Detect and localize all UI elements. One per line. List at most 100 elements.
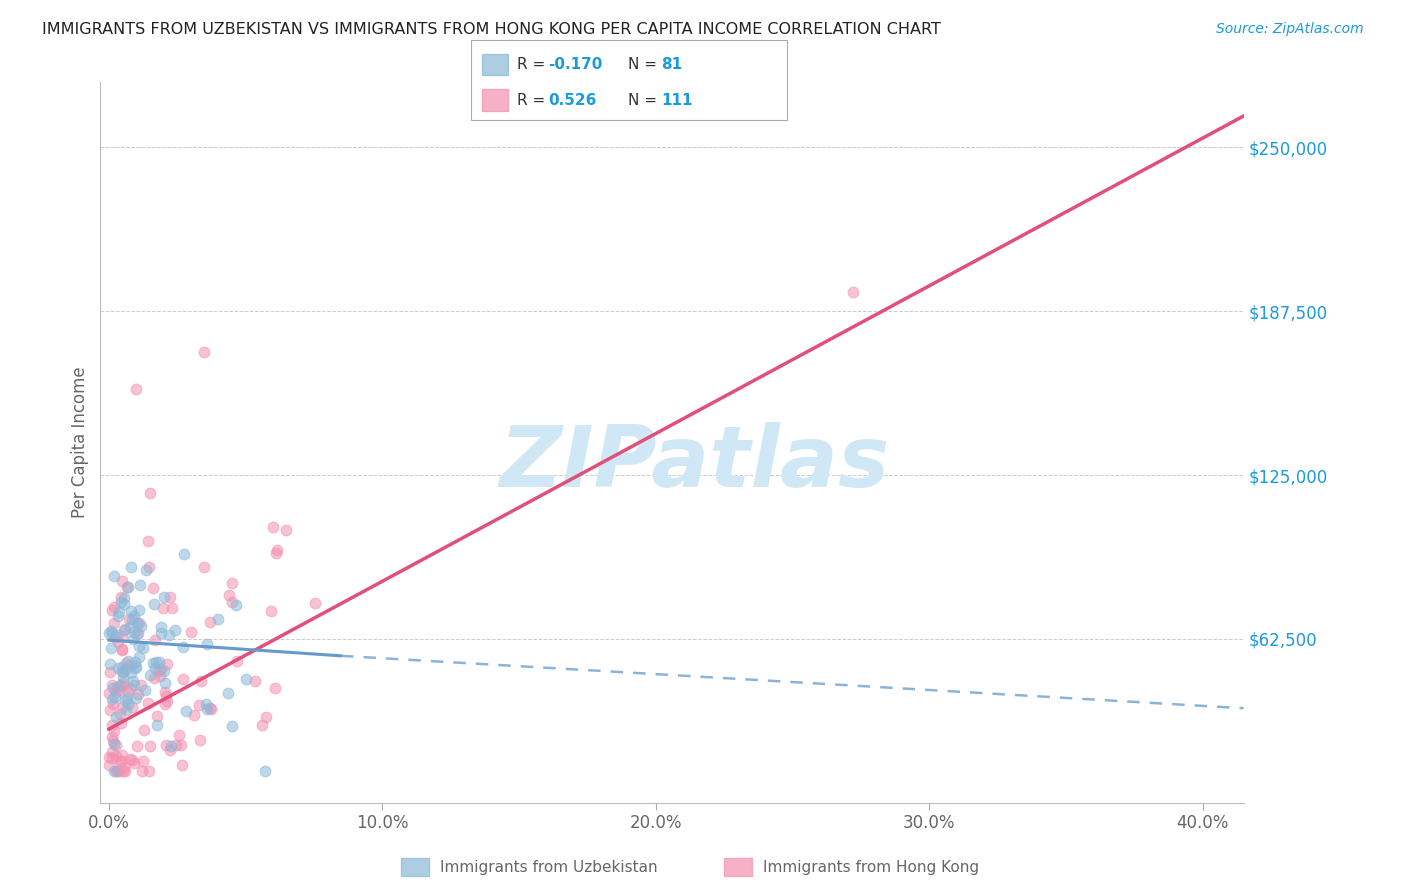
Point <box>128 640 150 654</box>
Point <box>159 590 181 604</box>
Point <box>101 718 124 732</box>
Point <box>105 748 128 763</box>
Point <box>121 700 143 714</box>
Point <box>98 665 121 679</box>
Point <box>97 757 120 772</box>
Point <box>101 751 124 765</box>
Point <box>194 697 217 711</box>
Point <box>118 611 141 625</box>
Point <box>107 661 129 675</box>
Text: -0.170: -0.170 <box>548 57 603 72</box>
Point <box>127 687 149 701</box>
Point <box>105 764 128 779</box>
Point <box>195 702 218 716</box>
Point <box>122 756 145 771</box>
Point <box>103 568 125 582</box>
Point <box>124 625 146 640</box>
Point <box>129 619 152 633</box>
Point <box>122 678 145 692</box>
Point <box>131 764 153 779</box>
Point <box>135 563 157 577</box>
Point <box>165 738 187 752</box>
Point <box>274 523 297 537</box>
Point <box>127 626 149 640</box>
Point <box>112 623 135 637</box>
Point <box>172 757 194 772</box>
Text: 111: 111 <box>661 93 692 108</box>
Point <box>110 591 132 605</box>
Point <box>207 612 229 626</box>
Point <box>188 733 211 747</box>
Point <box>174 704 197 718</box>
Text: 0.526: 0.526 <box>548 93 596 108</box>
Point <box>108 678 131 692</box>
Point <box>108 706 131 721</box>
Point <box>193 344 215 359</box>
Point <box>260 604 283 618</box>
Point <box>105 680 128 694</box>
Point <box>111 642 134 657</box>
Point <box>100 624 122 638</box>
Point <box>150 662 173 676</box>
Point <box>110 716 132 731</box>
Point <box>172 640 194 654</box>
Point <box>134 682 156 697</box>
Point <box>103 599 125 614</box>
Point <box>120 604 142 618</box>
Point <box>111 670 134 684</box>
Point <box>104 710 127 724</box>
Point <box>111 664 134 678</box>
Point <box>101 697 124 711</box>
Point <box>159 743 181 757</box>
Point <box>218 588 240 602</box>
Text: N =: N = <box>628 57 662 72</box>
Point <box>841 285 863 299</box>
Point <box>125 660 148 674</box>
Point <box>125 739 148 753</box>
Point <box>150 620 173 634</box>
Point <box>254 710 277 724</box>
Point <box>98 657 121 672</box>
Point <box>155 689 177 703</box>
Point <box>111 660 134 674</box>
Point <box>200 701 222 715</box>
Point <box>198 615 221 629</box>
Text: N =: N = <box>628 93 662 108</box>
Point <box>156 657 179 671</box>
Point <box>111 700 134 714</box>
Point <box>104 739 127 753</box>
Point <box>170 739 193 753</box>
Point <box>128 603 150 617</box>
Point <box>108 764 131 779</box>
Point <box>156 694 179 708</box>
Point <box>148 655 170 669</box>
Point <box>98 686 121 700</box>
Point <box>121 612 143 626</box>
Point <box>107 634 129 648</box>
Point <box>108 605 131 619</box>
Point <box>115 656 138 670</box>
Point <box>98 749 121 764</box>
Point <box>120 620 142 634</box>
Point <box>200 702 222 716</box>
Point <box>114 693 136 707</box>
Point <box>304 597 326 611</box>
Point <box>142 581 165 595</box>
Point <box>131 754 153 768</box>
Point <box>165 623 187 637</box>
Point <box>111 748 134 763</box>
Point <box>101 730 124 744</box>
Point <box>157 628 180 642</box>
Point <box>153 591 176 605</box>
Point <box>112 760 135 774</box>
Text: R =: R = <box>517 93 551 108</box>
Point <box>111 676 134 690</box>
Point <box>107 608 129 623</box>
Point <box>221 595 243 609</box>
Point <box>104 690 127 704</box>
Point <box>143 661 166 675</box>
Point <box>98 703 121 717</box>
Point <box>104 630 127 644</box>
Point <box>146 708 169 723</box>
Point <box>141 656 163 670</box>
